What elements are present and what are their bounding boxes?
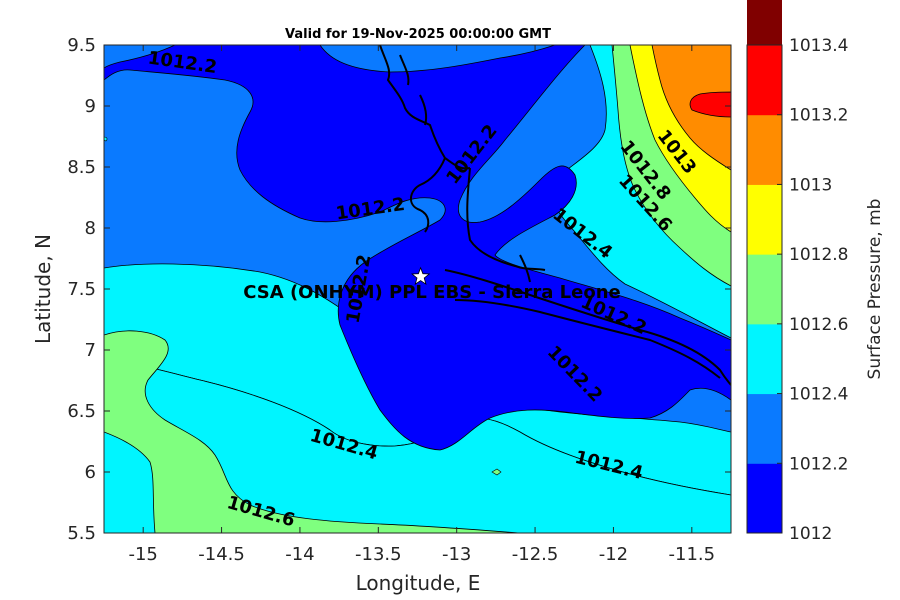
x-tick-label: -11.5 <box>669 544 716 565</box>
colorbar-tick-label: 1012.2 <box>789 454 848 474</box>
band-1013.2-northeast <box>689 91 731 118</box>
colorbar-tick-label: 1012.4 <box>789 385 848 405</box>
x-axis-ticks: -15 -14.5 -14 -13.5 -13 -12.5 -12 -11.5 <box>128 45 715 565</box>
band-1012.6-lower-left <box>104 330 521 533</box>
colorbar-tick-label: 1013.4 <box>789 36 848 56</box>
band-1012.2-top-notch <box>104 45 176 69</box>
y-tick-label: 8 <box>85 218 96 239</box>
x-tick-label: -14 <box>285 544 314 565</box>
y-axis-ticks: 5.5 6 6.5 7 7.5 8 8.5 9 9.5 <box>67 35 731 544</box>
x-tick-label: -13.5 <box>355 544 402 565</box>
colorbar-tick-label: 1012.8 <box>789 245 848 265</box>
site-label: CSA (ONHYM) PPL EBS - Sierra Leone <box>243 282 620 303</box>
colorbar-swatch <box>747 0 782 46</box>
site-star-icon <box>411 266 431 286</box>
colorbar-tick-label: 1013.2 <box>789 106 848 126</box>
x-tick-label: -14.5 <box>198 544 245 565</box>
colorbar-swatch <box>747 184 782 255</box>
colorbar-swatch <box>747 254 782 325</box>
coastline-layer <box>379 45 731 386</box>
colorbar: 1012 1012.2 1012.4 1012.6 1012.8 1013 1013.2 10… <box>746 0 848 544</box>
y-tick-label: 6 <box>85 462 96 483</box>
y-tick-label: 7 <box>85 340 96 361</box>
colorbar-swatch <box>747 463 782 534</box>
y-tick-label: 9 <box>85 96 96 117</box>
x-tick-label: -12 <box>599 544 628 565</box>
colorbar-tick-label: 1012.6 <box>789 315 848 335</box>
y-tick-label: 7.5 <box>67 279 96 300</box>
colorbar-tick-label: 1013 <box>789 175 832 195</box>
colorbar-swatch <box>747 114 782 185</box>
y-tick-label: 5.5 <box>67 523 96 544</box>
y-tick-label: 9.5 <box>67 35 96 56</box>
chart-title: Valid for 19-Nov-2025 00:00:00 GMT <box>285 27 551 42</box>
x-tick-label: -12.5 <box>512 544 559 565</box>
y-tick-label: 8.5 <box>67 157 96 178</box>
colorbar-label: Surface Pressure, mb <box>865 199 885 380</box>
colorbar-swatch <box>747 45 782 116</box>
colorbar-frame <box>746 44 783 534</box>
colorbar-swatch <box>747 393 782 464</box>
x-axis-label: Longitude, E <box>356 571 481 595</box>
y-tick-label: 6.5 <box>67 401 96 422</box>
contour-fill-layer <box>104 45 731 533</box>
band-1012-main <box>104 45 731 451</box>
x-tick-label: -13 <box>442 544 471 565</box>
colorbar-swatch <box>747 323 782 395</box>
y-axis-label: Latitude, N <box>31 234 55 344</box>
colorbar-tick-label: 1012 <box>789 524 832 544</box>
band-1012.6-diamond <box>491 468 502 476</box>
x-tick-label: -15 <box>128 544 157 565</box>
band-1012.4-hole <box>104 431 156 533</box>
